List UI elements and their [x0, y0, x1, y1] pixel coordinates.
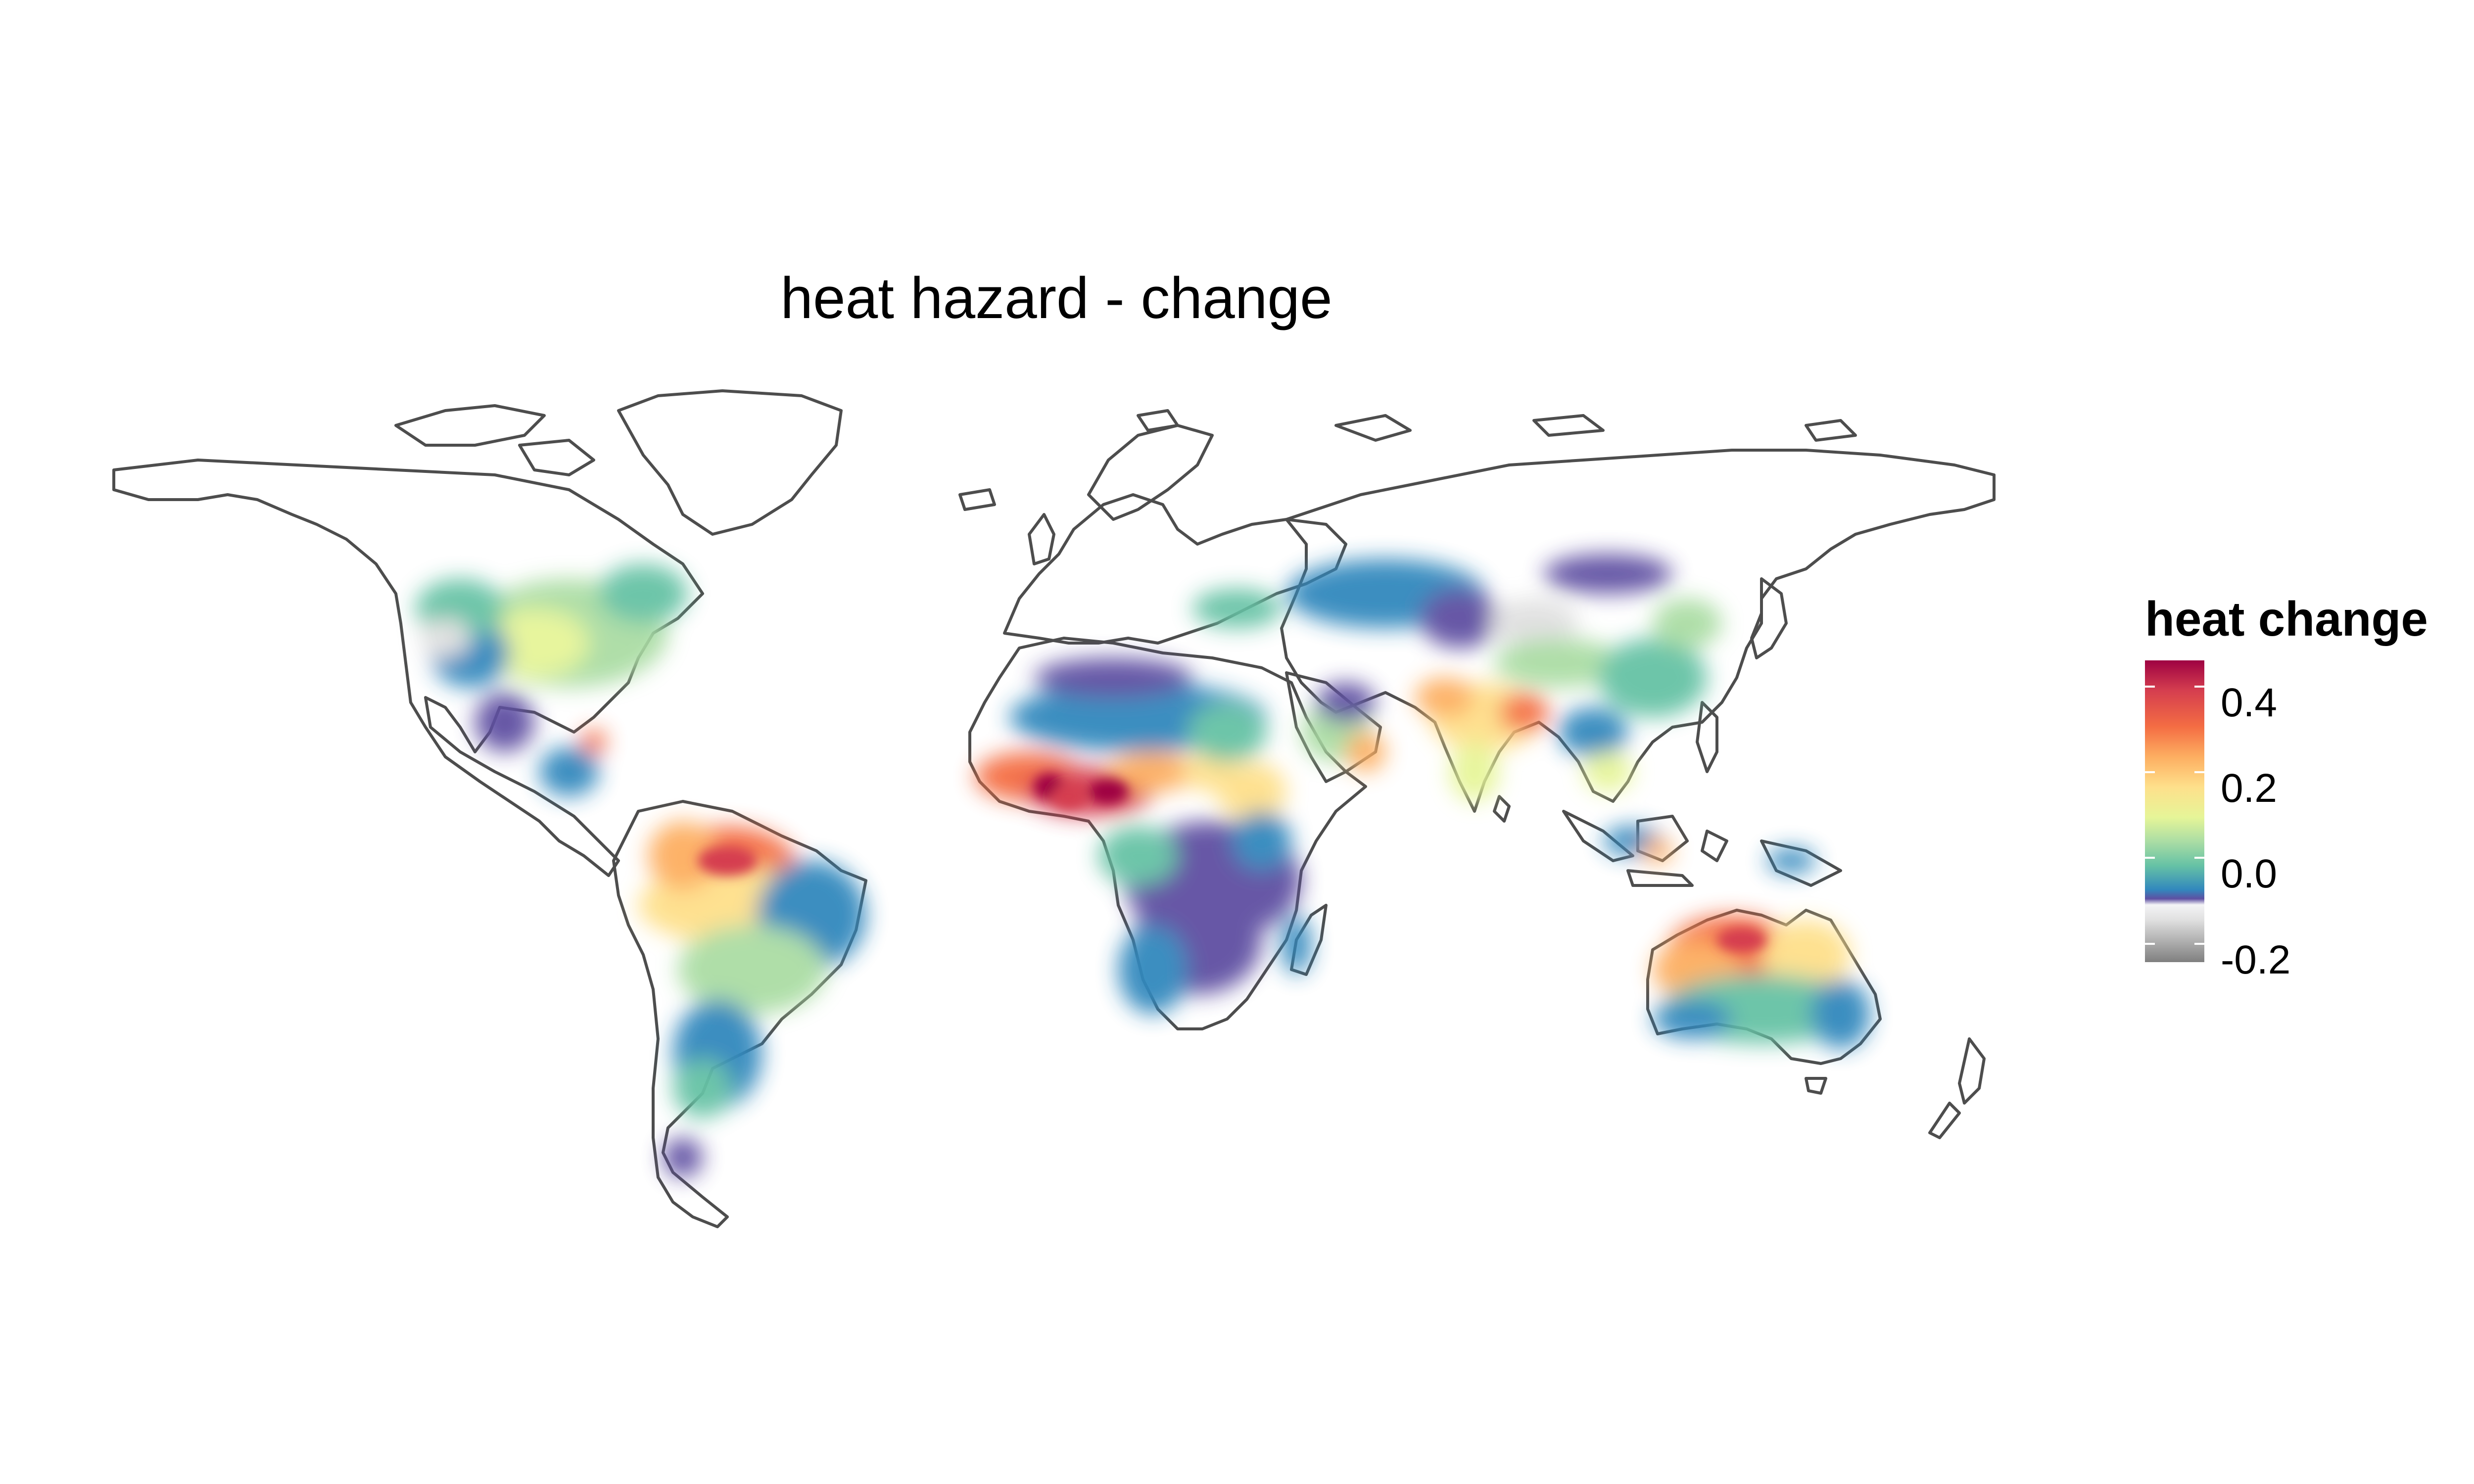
africa-outline: [968, 637, 1367, 1030]
legend-tick-mark: [2145, 771, 2155, 773]
south-america-outline: [612, 800, 867, 1228]
arctic-islands-outline: [394, 404, 546, 447]
page-title: heat hazard - change: [780, 266, 1332, 331]
legend-title: heat change: [2145, 592, 2428, 646]
japan-outline: [1750, 577, 1788, 659]
scandinavia-outline: [1087, 424, 1214, 521]
legend-tick-label: 0.2: [2221, 766, 2277, 811]
greenland-outline: [617, 389, 843, 536]
britain-outline: [1028, 513, 1055, 565]
legend-tick-mark: [2145, 857, 2155, 859]
heat-change-raster: [416, 554, 1870, 1177]
legend-tick-mark: [2145, 686, 2155, 688]
legend-tick-mark: [2145, 943, 2155, 945]
new-zealand-outline: [1958, 1037, 1986, 1105]
legend-tick-mark: [2194, 857, 2204, 859]
legend-tick-label: -0.2: [2221, 937, 2291, 982]
legend-tick-mark: [2194, 686, 2204, 688]
legend-tick-mark: [2194, 771, 2204, 773]
indonesia-outline: [1562, 810, 1634, 862]
legend-tick-mark: [2194, 943, 2204, 945]
asia-outline: [1280, 449, 1996, 813]
legend-tick-label: 0.4: [2221, 680, 2277, 725]
europe-outline: [1003, 493, 1347, 645]
legend-tick-label: 0.0: [2221, 851, 2277, 896]
legend-colorbar: [2145, 660, 2204, 962]
north-america-outline: [112, 459, 704, 877]
heat-hotspots: [698, 774, 1766, 952]
